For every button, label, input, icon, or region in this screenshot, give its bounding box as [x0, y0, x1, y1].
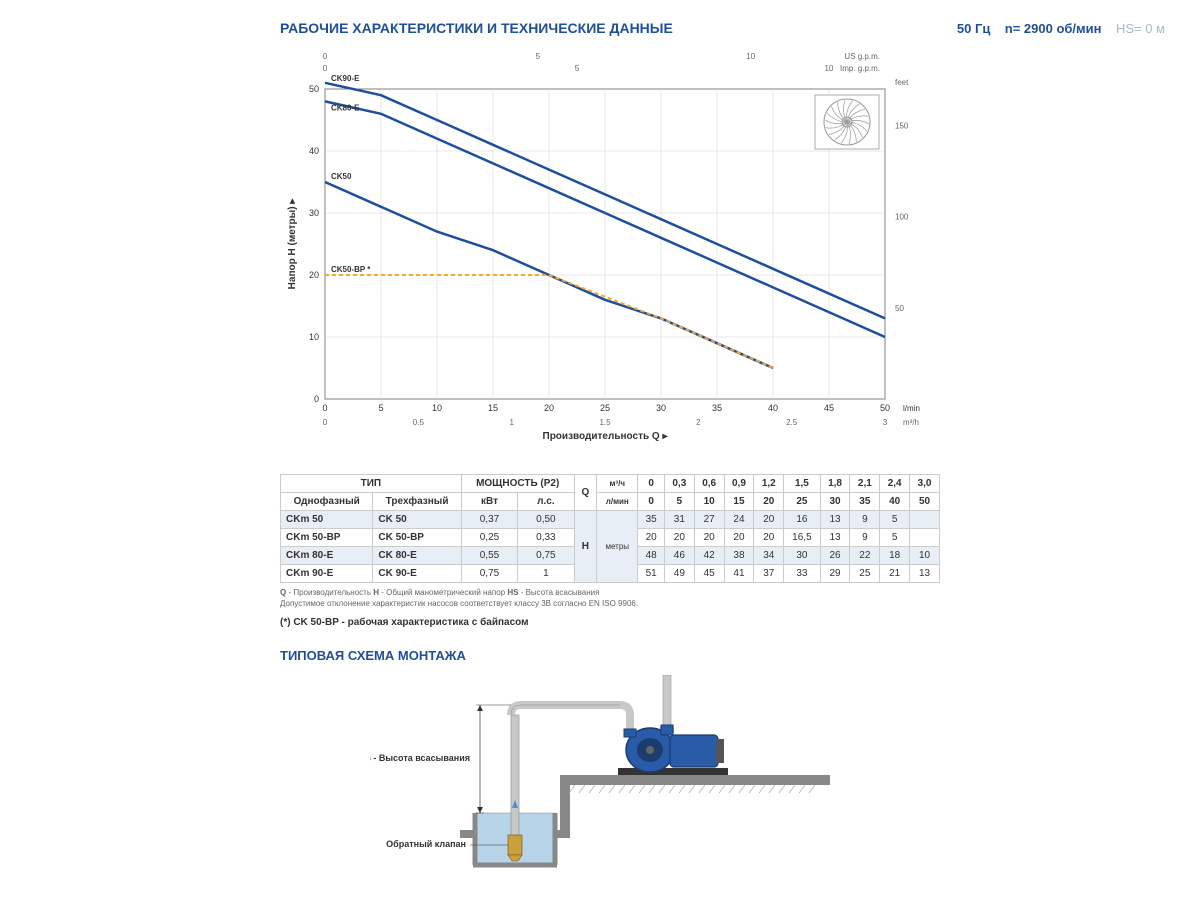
performance-chart: 0102030405005101520253035404550l/min00.5… [280, 44, 1165, 444]
svg-text:CK80-E: CK80-E [331, 103, 360, 112]
svg-text:20: 20 [309, 270, 319, 280]
svg-text:HS - Высота всасывания: HS - Высота всасывания [370, 753, 470, 763]
svg-text:0: 0 [323, 52, 328, 61]
svg-text:5: 5 [378, 403, 383, 413]
svg-text:40: 40 [309, 146, 319, 156]
svg-text:1.5: 1.5 [599, 418, 611, 427]
spec-table: ТИПМОЩНОСТЬ (P2)Qм³/ч00,30,60,91,21,51,8… [280, 474, 1165, 583]
svg-text:100: 100 [895, 213, 909, 222]
svg-text:Imp. g.p.m.: Imp. g.p.m. [840, 64, 880, 73]
svg-text:150: 150 [895, 121, 909, 130]
svg-text:50: 50 [309, 84, 319, 94]
svg-text:30: 30 [309, 208, 319, 218]
svg-text:CK50: CK50 [331, 172, 352, 181]
svg-text:10: 10 [432, 403, 442, 413]
svg-text:2.5: 2.5 [786, 418, 798, 427]
footnote-legend: Q - Производительность H - Общий маномет… [280, 587, 1165, 609]
svg-text:Напор H (метры) ▸: Напор H (метры) ▸ [287, 198, 298, 290]
svg-text:40: 40 [768, 403, 778, 413]
svg-text:Производительность Q ▸: Производительность Q ▸ [543, 431, 669, 442]
svg-text:10: 10 [825, 64, 834, 73]
operating-params: 50 Гц n= 2900 об/мин HS= 0 м [957, 21, 1165, 36]
svg-text:CK50-BP *: CK50-BP * [331, 265, 371, 274]
svg-text:1: 1 [509, 418, 514, 427]
svg-text:0.5: 0.5 [413, 418, 425, 427]
svg-text:0: 0 [314, 394, 319, 404]
svg-text:0: 0 [323, 418, 328, 427]
svg-text:feet: feet [895, 78, 909, 87]
svg-text:0: 0 [322, 403, 327, 413]
svg-text:50: 50 [880, 403, 890, 413]
svg-text:3: 3 [883, 418, 888, 427]
svg-text:m³/h: m³/h [903, 418, 919, 427]
svg-text:10: 10 [746, 52, 755, 61]
diagram-svg: HS - Высота всасывания Обратный клапан [370, 675, 830, 870]
chart-svg: 0102030405005101520253035404550l/min00.5… [280, 44, 940, 444]
svg-text:2: 2 [696, 418, 701, 427]
svg-text:5: 5 [536, 52, 541, 61]
svg-text:45: 45 [824, 403, 834, 413]
svg-text:35: 35 [712, 403, 722, 413]
svg-text:5: 5 [575, 64, 580, 73]
svg-text:10: 10 [309, 332, 319, 342]
footnote-bypass: (*) CK 50-BP - рабочая характеристика с … [280, 617, 1165, 628]
main-title: РАБОЧИЕ ХАРАКТЕРИСТИКИ И ТЕХНИЧЕСКИЕ ДАН… [280, 20, 673, 36]
installation-diagram: HS - Высота всасывания Обратный клапан [370, 675, 1165, 873]
svg-text:US g.p.m.: US g.p.m. [844, 52, 880, 61]
svg-text:0: 0 [323, 64, 328, 73]
svg-text:l/min: l/min [903, 404, 920, 413]
svg-text:CK90-E: CK90-E [331, 74, 360, 83]
svg-text:25: 25 [600, 403, 610, 413]
page-header: РАБОЧИЕ ХАРАКТЕРИСТИКИ И ТЕХНИЧЕСКИЕ ДАН… [280, 20, 1165, 36]
installation-section: ТИПОВАЯ СХЕМА МОНТАЖА HS - Высота всасыв… [280, 648, 1165, 873]
svg-text:30: 30 [656, 403, 666, 413]
svg-text:20: 20 [544, 403, 554, 413]
svg-text:50: 50 [895, 304, 904, 313]
svg-text:15: 15 [488, 403, 498, 413]
svg-text:Обратный клапан: Обратный клапан [386, 839, 466, 849]
installation-title: ТИПОВАЯ СХЕМА МОНТАЖА [280, 648, 1165, 663]
